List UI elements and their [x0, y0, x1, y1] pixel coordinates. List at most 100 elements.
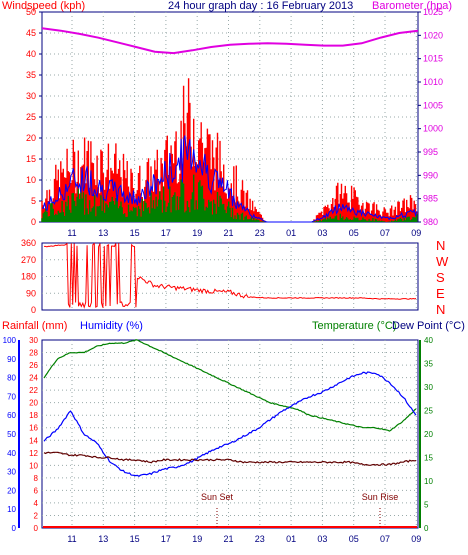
barometer-tick-label: 1000	[423, 124, 443, 134]
humidity-tick-label: 14	[29, 436, 38, 445]
rain-tick-label: 40	[7, 449, 16, 458]
sun-rise-label: Sun Rise	[362, 492, 399, 502]
barometer-tick-label: 1025	[423, 7, 443, 17]
humidity-tick-label: 16	[29, 424, 38, 433]
windspeed-tick-label: 30	[26, 91, 36, 101]
wind-x-tick-label: 13	[98, 228, 108, 238]
dewpoint-axis-label: Dew Point (°C)	[392, 320, 465, 332]
humidity-tick-label: 0	[34, 524, 39, 533]
humidity-tick-label: 26	[29, 361, 38, 370]
temperature-tick-label: 35	[424, 360, 433, 369]
temperature-tick-label: 20	[424, 430, 433, 439]
barometer-tick-label: 1015	[423, 54, 443, 64]
temp-x-tick-label: 17	[161, 534, 171, 544]
rain-tick-label: 80	[7, 374, 16, 383]
temp-x-tick-label: 09	[411, 534, 421, 544]
wind-x-tick-label: 21	[223, 228, 233, 238]
barometer-tick-label: 995	[423, 147, 438, 157]
rain-tick-label: 70	[7, 392, 16, 401]
chart-title: 24 hour graph day : 16 February 2013	[168, 0, 354, 12]
humidity-tick-label: 18	[29, 411, 38, 420]
temperature-tick-label: 40	[424, 336, 433, 345]
wind-x-tick-label: 19	[192, 228, 202, 238]
windspeed-tick-label: 20	[26, 133, 36, 143]
humidity-tick-label: 8	[34, 474, 39, 483]
temperature-series	[43, 371, 417, 478]
barometer-tick-label: 1010	[423, 77, 443, 87]
windspeed-tick-label: 35	[26, 70, 36, 80]
barometer-tick-label: 1005	[423, 100, 443, 110]
temperature-tick-label: 5	[424, 501, 429, 510]
wind-x-tick-label: 01	[286, 228, 296, 238]
windspeed-axis-label: Windspeed (kph)	[2, 0, 86, 12]
humidity-axis-label: Humidity (%)	[80, 320, 143, 332]
humidity-tick-label: 28	[29, 349, 38, 358]
humidity-tick-label: 6	[34, 486, 39, 495]
direction-tick-label: 360	[21, 238, 36, 248]
temp-x-tick-label: 19	[192, 534, 202, 544]
direction-tick-label: 0	[31, 305, 36, 315]
barometer-tick-label: 985	[423, 194, 438, 204]
humidity-tick-label: 2	[34, 511, 39, 520]
wind-x-tick-label: 07	[380, 228, 390, 238]
humidity-tick-label: 30	[29, 336, 38, 345]
rainfall-axis-label: Rainfall (mm)	[2, 320, 68, 332]
direction-label-w: W	[436, 254, 449, 269]
wind-x-tick-label: 11	[67, 228, 76, 238]
temp-x-tick-label: 23	[255, 534, 265, 544]
temp-x-tick-label: 03	[317, 534, 327, 544]
humidity-tick-label: 24	[29, 374, 38, 383]
wind-x-tick-label: 05	[349, 228, 359, 238]
windspeed-tick-label: 45	[26, 28, 36, 38]
temperature-tick-label: 30	[424, 383, 433, 392]
temperature-tick-label: 10	[424, 477, 433, 486]
rain-tick-label: 100	[3, 336, 17, 345]
windspeed-tick-label: 40	[26, 49, 36, 59]
dew-point-series	[43, 451, 417, 466]
humidity-tick-label: 20	[29, 399, 38, 408]
rain-tick-label: 50	[7, 430, 16, 439]
wind-x-tick-label: 03	[317, 228, 327, 238]
barometer-tick-label: 980	[423, 217, 438, 227]
temperature-tick-label: 0	[424, 524, 429, 533]
direction-label-s: S	[436, 270, 445, 285]
temperature-axis-label: Temperature (°C)	[312, 320, 397, 332]
sun-set-label: Sun Set	[201, 492, 234, 502]
humidity-tick-label: 12	[29, 449, 38, 458]
temp-panel-frame	[41, 339, 419, 529]
humidity-series	[43, 339, 417, 432]
windspeed-tick-label: 50	[26, 7, 36, 17]
direction-label-e: E	[436, 286, 445, 301]
barometer-axis-label: Barometer (hpa)	[372, 0, 453, 12]
direction-label-n-bottom: N	[436, 302, 446, 317]
windspeed-tick-label: 10	[26, 175, 36, 185]
rain-tick-label: 90	[7, 355, 16, 364]
windspeed-tick-label: 0	[31, 217, 36, 227]
temp-x-tick-label: 05	[349, 534, 359, 544]
temp-x-tick-label: 15	[130, 534, 140, 544]
rain-tick-label: 30	[7, 468, 16, 477]
barometer-tick-label: 1020	[423, 30, 443, 40]
temp-x-tick-label: 11	[67, 534, 76, 544]
windspeed-tick-label: 25	[26, 112, 36, 122]
barometer-series	[41, 27, 419, 55]
windspeed-tick-label: 15	[26, 154, 36, 164]
wind-x-tick-label: 23	[255, 228, 265, 238]
humidity-tick-label: 10	[29, 461, 38, 470]
windspeed-tick-label: 5	[31, 196, 36, 206]
wind-x-tick-label: 09	[411, 228, 421, 238]
temperature-tick-label: 25	[424, 407, 433, 416]
direction-label-n-top: N	[436, 238, 446, 253]
rain-tick-label: 10	[7, 505, 16, 514]
wind-x-tick-label: 15	[130, 228, 140, 238]
rain-tick-label: 20	[7, 486, 16, 495]
barometer-tick-label: 990	[423, 170, 438, 180]
wind-direction-series	[44, 242, 417, 309]
wind-average-series	[41, 174, 418, 222]
temp-x-tick-label: 13	[98, 534, 108, 544]
temp-x-tick-label: 01	[286, 534, 296, 544]
rain-tick-label: 60	[7, 411, 16, 420]
rain-tick-label: 0	[12, 524, 17, 533]
humidity-tick-label: 4	[34, 499, 39, 508]
